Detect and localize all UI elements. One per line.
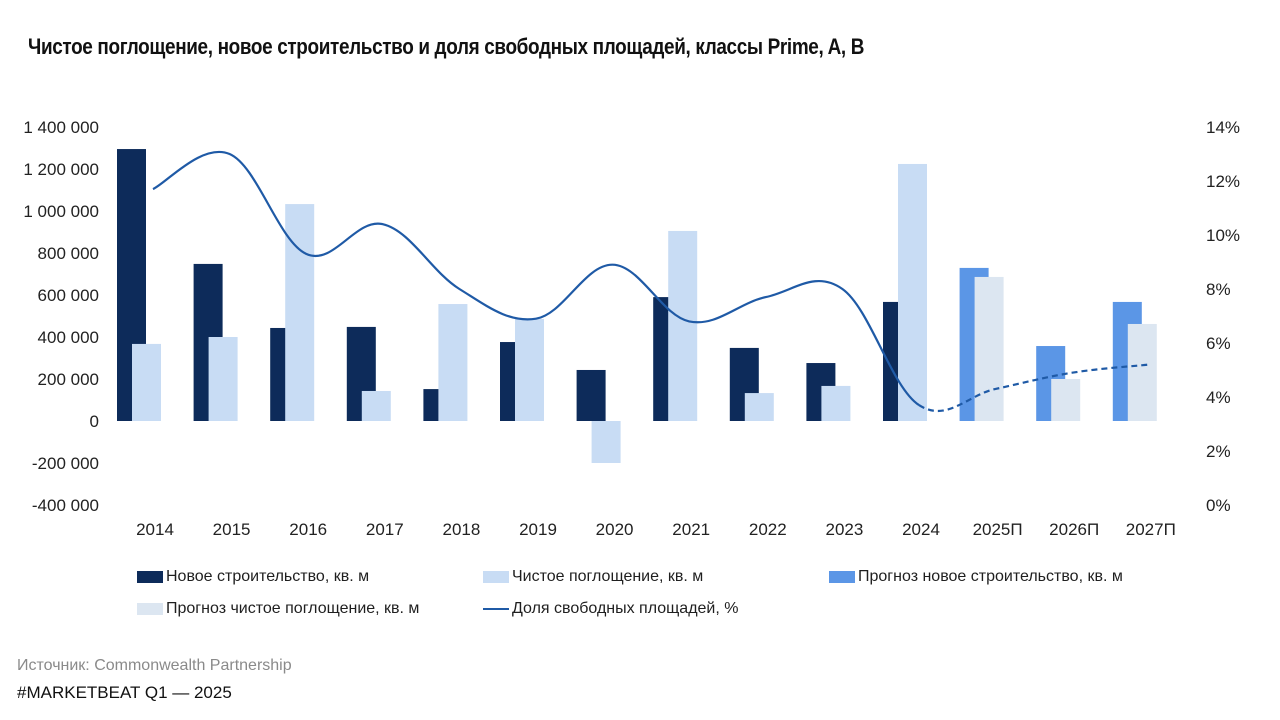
- left-axis-tick-label: 600 000: [38, 286, 99, 305]
- legend-label: Новое строительство, кв. м: [166, 568, 370, 585]
- bar-forecast-net-absorption: [1051, 379, 1081, 421]
- legend-item-forecast-new-construction: Прогноз новое строительство, кв. м: [829, 568, 1123, 586]
- x-axis-tick-label: 2016: [289, 520, 327, 539]
- bar-net-absorption: [898, 163, 927, 421]
- x-axis-tick-label: 2023: [825, 520, 863, 539]
- left-axis-tick-label: 1 400 000: [23, 118, 99, 137]
- bar-net-absorption: [668, 230, 698, 421]
- bar-forecast-net-absorption: [974, 276, 1004, 421]
- right-axis-tick-label: 4%: [1206, 388, 1231, 407]
- legend-item-new-construction: Новое строительство, кв. м: [137, 568, 369, 586]
- x-axis-tick-label: 2014: [136, 520, 174, 539]
- legend-item-vacancy-rate: Доля свободных площадей, %: [483, 600, 738, 618]
- footer-marketbeat: #MARKETBEAT Q1 — 2025: [17, 683, 232, 702]
- x-axis-tick-label: 2017: [366, 520, 404, 539]
- right-axis-tick-label: 0%: [1206, 496, 1231, 515]
- legend-swatch: [137, 571, 163, 583]
- legend-swatch: [137, 603, 163, 615]
- x-axis-tick-label: 2019: [519, 520, 557, 539]
- right-axis-tick-label: 6%: [1206, 334, 1231, 353]
- legend: Новое строительство, кв. м Чистое поглощ…: [137, 568, 1187, 628]
- left-axis-tick-label: 200 000: [38, 370, 99, 389]
- bar-net-absorption: [132, 343, 161, 421]
- legend-line-swatch: [483, 608, 509, 610]
- bar-net-absorption: [591, 421, 621, 463]
- left-axis-tick-label: 800 000: [38, 244, 99, 263]
- bar-forecast-net-absorption: [1127, 323, 1157, 421]
- vacancy-line-actual: [152, 150, 920, 407]
- legend-swatch: [829, 571, 855, 583]
- bar-net-absorption: [361, 390, 391, 421]
- vacancy-line-forecast: [918, 363, 1149, 412]
- bar-net-absorption: [744, 393, 774, 421]
- bar-new-construction: [576, 369, 606, 421]
- x-axis: 2014 2015 2016 2017 2018 2019 2020 2021 2022 2023…: [136, 520, 1176, 539]
- x-axis-tick-label: 2022: [749, 520, 787, 539]
- legend-label: Прогноз чистое поглощение, кв. м: [166, 600, 420, 617]
- x-axis-tick-label: 2025П: [973, 520, 1023, 539]
- right-axis-tick-label: 10%: [1206, 226, 1240, 245]
- right-axis-tick-label: 14%: [1206, 118, 1240, 137]
- right-axis-tick-label: 2%: [1206, 442, 1231, 461]
- bar-net-absorption: [208, 337, 238, 421]
- left-axis-tick-label: -200 000: [32, 454, 99, 473]
- left-axis: 1 400 000 1 200 000 1 000 000 800 000 600 00…: [23, 118, 99, 515]
- x-axis-tick-label: 2020: [596, 520, 634, 539]
- right-axis-tick-label: 12%: [1206, 172, 1240, 191]
- legend-item-forecast-net-absorption: Прогноз чистое поглощение, кв. м: [137, 600, 419, 618]
- bar-net-absorption: [515, 318, 544, 421]
- left-axis-tick-label: -400 000: [32, 496, 99, 515]
- left-axis-tick-label: 1 000 000: [23, 202, 99, 221]
- legend-label: Доля свободных площадей, %: [512, 600, 739, 617]
- x-axis-tick-label: 2027П: [1126, 520, 1176, 539]
- left-axis-tick-label: 0: [90, 412, 99, 431]
- x-axis-tick-label: 2015: [213, 520, 251, 539]
- bar-net-absorption: [285, 204, 315, 421]
- vacancy-line-layer: [152, 150, 1149, 412]
- x-axis-tick-label: 2026П: [1049, 520, 1099, 539]
- bar-net-absorption: [438, 304, 468, 421]
- left-axis-tick-label: 400 000: [38, 328, 99, 347]
- source-note: Источник: Commonwealth Partnership: [17, 657, 292, 674]
- bars-layer: [117, 149, 1157, 463]
- bar-net-absorption: [821, 385, 851, 421]
- legend-label: Прогноз новое строительство, кв. м: [858, 568, 1123, 585]
- legend-swatch: [483, 571, 509, 583]
- chart-title: Чистое поглощение, новое строительство и…: [28, 34, 865, 59]
- left-axis-tick-label: 1 200 000: [23, 160, 99, 179]
- legend-label: Чистое поглощение, кв. м: [512, 568, 704, 585]
- x-axis-tick-label: 2021: [672, 520, 710, 539]
- legend-item-net-absorption: Чистое поглощение, кв. м: [483, 568, 703, 586]
- x-axis-tick-label: 2024: [902, 520, 940, 539]
- right-axis-tick-label: 8%: [1206, 280, 1231, 299]
- x-axis-tick-label: 2018: [442, 520, 480, 539]
- right-axis: 14% 12% 10% 8% 6% 4% 2% 0%: [1206, 118, 1240, 515]
